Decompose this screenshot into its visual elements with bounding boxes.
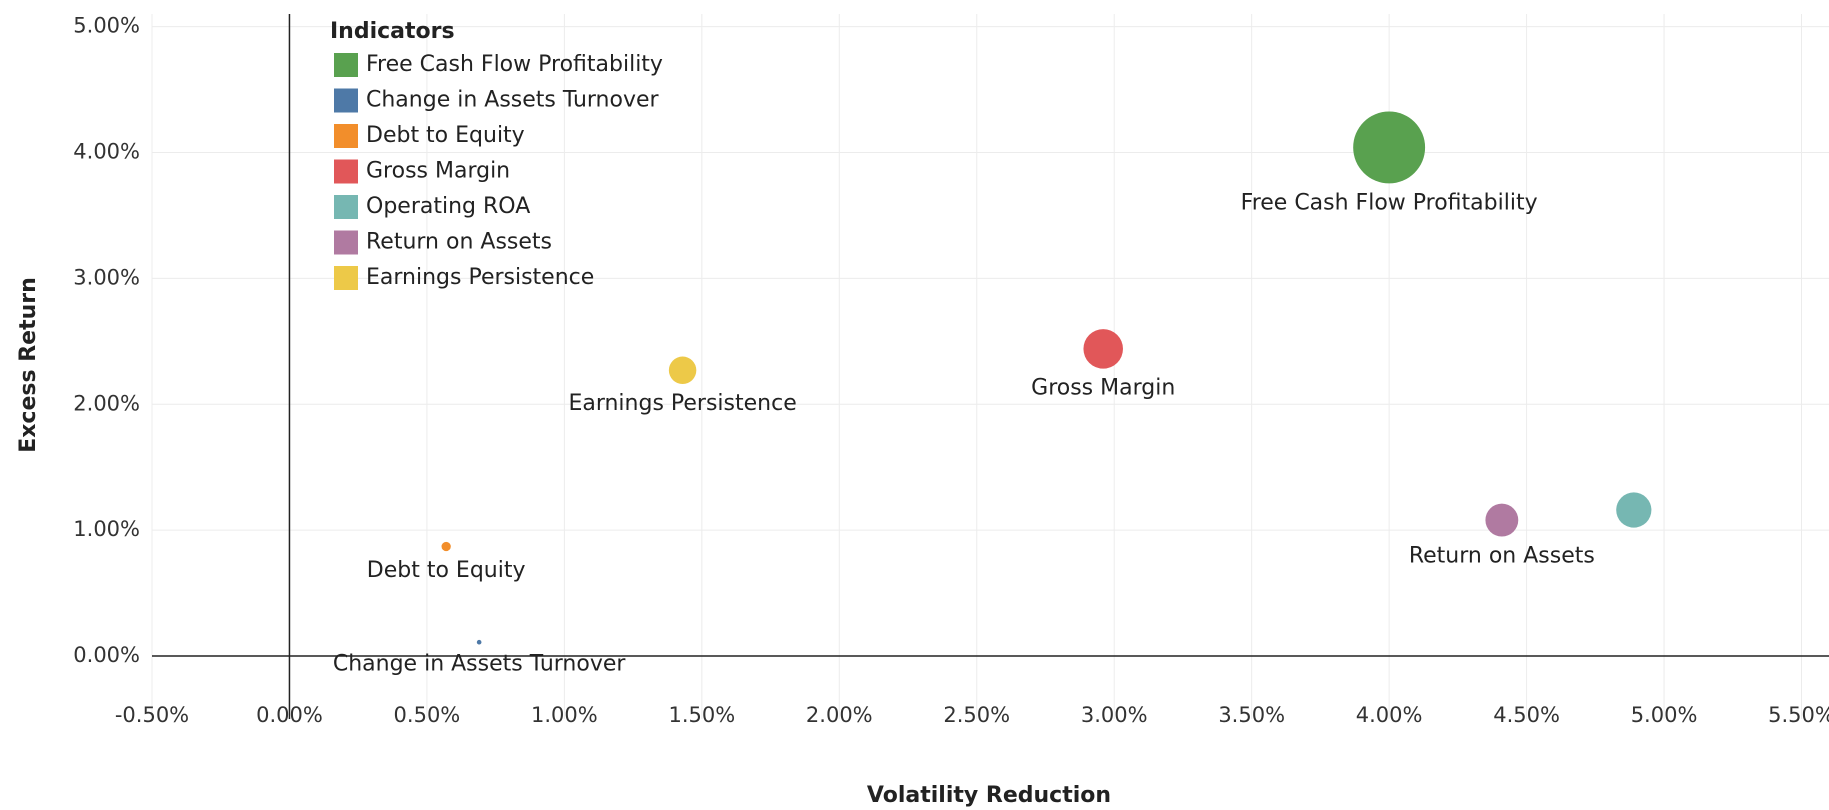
- legend-swatch: [334, 124, 358, 148]
- legend-label: Free Cash Flow Profitability: [366, 52, 663, 77]
- legend-swatch: [334, 195, 358, 219]
- x-tick-label: 5.00%: [1631, 703, 1698, 727]
- data-point: [1485, 503, 1519, 537]
- point-label: Free Cash Flow Profitability: [1241, 190, 1538, 215]
- data-point: [668, 356, 697, 385]
- y-axis-title: Excess Return: [16, 277, 41, 453]
- x-tick-label: 3.00%: [1081, 703, 1148, 727]
- data-point: [476, 639, 482, 645]
- x-tick-label: 0.50%: [394, 703, 461, 727]
- x-tick-label: -0.50%: [115, 703, 189, 727]
- y-tick-label: 0.00%: [73, 643, 140, 667]
- legend-swatch: [334, 266, 358, 290]
- y-tick-label: 3.00%: [73, 265, 140, 289]
- legend-swatch: [334, 230, 358, 255]
- legend-swatch: [334, 53, 358, 77]
- legend-label: Return on Assets: [366, 230, 552, 255]
- data-point: [1616, 492, 1652, 528]
- x-axis-title: Volatility Reduction: [867, 783, 1111, 808]
- x-tick-label: 4.50%: [1493, 703, 1560, 727]
- data-point: [1353, 111, 1426, 184]
- point-label: Return on Assets: [1409, 544, 1595, 569]
- x-tick-label: 2.50%: [943, 703, 1010, 727]
- data-point: [441, 541, 451, 552]
- x-tick-label: 2.00%: [806, 703, 873, 727]
- legend-label: Earnings Persistence: [366, 265, 594, 290]
- y-tick-label: 4.00%: [73, 139, 140, 163]
- x-tick-label: 1.00%: [531, 703, 598, 727]
- point-label: Gross Margin: [1031, 376, 1175, 401]
- legend-title: Indicators: [330, 19, 455, 44]
- point-label: Debt to Equity: [367, 558, 526, 583]
- y-tick-label: 1.00%: [73, 517, 140, 541]
- x-tick-label: 5.50%: [1768, 703, 1829, 727]
- x-tick-label: 3.50%: [1218, 703, 1285, 727]
- legend-label: Operating ROA: [366, 194, 530, 219]
- legend-label: Debt to Equity: [366, 123, 525, 148]
- data-point: [1083, 329, 1123, 369]
- legend-label: Gross Margin: [366, 159, 510, 184]
- y-tick-label: 5.00%: [73, 14, 140, 38]
- x-tick-label: 4.00%: [1356, 703, 1423, 727]
- point-label: Change in Assets Turnover: [333, 652, 627, 677]
- legend-label: Change in Assets Turnover: [366, 88, 660, 113]
- y-tick-label: 2.00%: [73, 391, 140, 415]
- legend-swatch: [334, 88, 358, 113]
- legend-swatch: [334, 159, 358, 184]
- point-label: Earnings Persistence: [568, 391, 796, 416]
- x-tick-label: 1.50%: [668, 703, 735, 727]
